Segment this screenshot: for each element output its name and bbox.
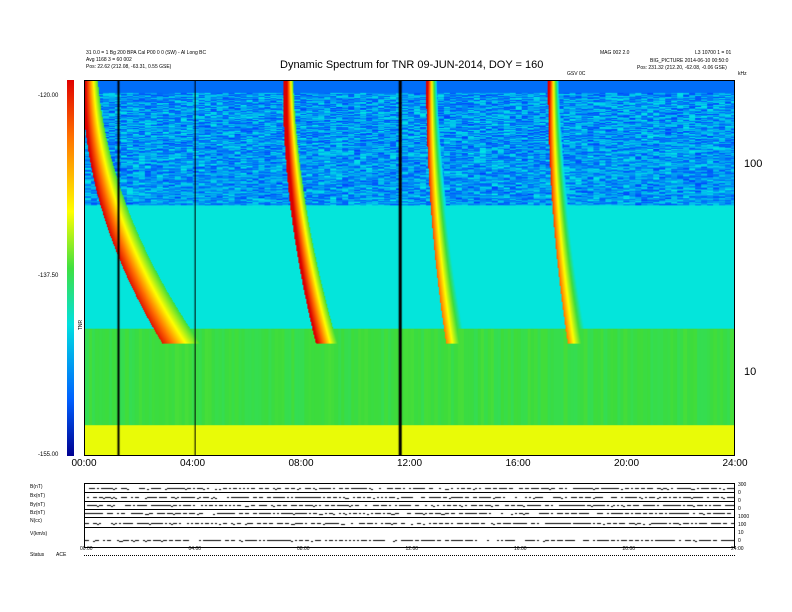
row-label: B(nT) bbox=[30, 484, 43, 490]
footer-trace bbox=[84, 555, 735, 556]
lower-time-tick: 16:00 bbox=[514, 546, 527, 552]
lower-time-tick: 08:00 bbox=[297, 546, 310, 552]
header-right-line2: L3 10700 1 = 01 bbox=[695, 50, 732, 56]
lower-time-tick: 04:00 bbox=[188, 546, 202, 552]
y-tick-label: 100 bbox=[744, 158, 763, 170]
x-tick-label: 08:00 bbox=[288, 458, 314, 469]
row-label: Bz(nT) bbox=[30, 510, 45, 516]
colorbar-tick: -155.00 bbox=[38, 452, 59, 458]
right-tick: 1000 bbox=[738, 514, 750, 520]
colorbar-tick: -137.50 bbox=[38, 273, 59, 279]
x-tick-label: 24:00 bbox=[722, 458, 748, 469]
right-tick: 0 bbox=[738, 538, 741, 544]
right-tick: 0 bbox=[738, 490, 741, 496]
right-tick: 300 bbox=[738, 482, 747, 488]
right-tick: 0 bbox=[738, 506, 741, 512]
header-left-line2: Avg 1168 3 = 60 002 bbox=[86, 57, 132, 63]
x-tick-label: 16:00 bbox=[505, 458, 531, 469]
x-tick-label: 20:00 bbox=[613, 458, 640, 469]
header-left-line1: 31 0.0 = 1 Bg 200 BPA Cal P00 0 0 (SW) -… bbox=[86, 50, 207, 56]
lower-time-tick: 24:00 bbox=[731, 546, 744, 552]
colorbar-tick: -120.00 bbox=[38, 93, 59, 99]
header-right-line3: BIG_PICTURE 2014-06-10 00:50:0 bbox=[650, 58, 729, 64]
header-left-line3: Pos: 22.62 (212.08, -63.31, 0.55 GSE) bbox=[86, 64, 172, 70]
footer-label: Status bbox=[30, 552, 45, 558]
x-tick-label: 12:00 bbox=[396, 458, 423, 469]
marker-label: GSV 0C bbox=[567, 71, 586, 77]
right-tick: 100 bbox=[738, 522, 747, 528]
unit-label: kHz bbox=[738, 71, 747, 77]
header-right-line1: MAG 002 2.0 bbox=[600, 50, 630, 56]
row-label: N(cc) bbox=[30, 518, 42, 524]
right-tick: 10 bbox=[738, 530, 744, 536]
x-tick-label: 04:00 bbox=[179, 458, 206, 469]
lower-traces bbox=[85, 484, 734, 547]
row-label: Bx(nT) bbox=[30, 493, 45, 499]
lower-time-tick: 20:00 bbox=[622, 546, 636, 552]
x-tick-label: 00:00 bbox=[71, 458, 97, 469]
row-label: V(km/s) bbox=[30, 531, 48, 537]
colorbar bbox=[67, 80, 74, 456]
spectrogram-heatmap bbox=[84, 80, 735, 456]
lower-time-tick: 12:00 bbox=[405, 546, 419, 552]
footer-value: ACE bbox=[56, 552, 67, 558]
right-tick: 0 bbox=[738, 498, 741, 504]
header-right-line4: Pos: 231.32 (212.20, -62.08, -0.06 GSE) bbox=[637, 65, 727, 71]
chart-title: Dynamic Spectrum for TNR 09-JUN-2014, DO… bbox=[280, 59, 544, 71]
y-tick-label: 10 bbox=[744, 366, 757, 378]
row-label: By(nT) bbox=[30, 502, 45, 508]
lower-panels bbox=[84, 483, 735, 548]
lower-time-tick: 00:00 bbox=[80, 546, 93, 552]
